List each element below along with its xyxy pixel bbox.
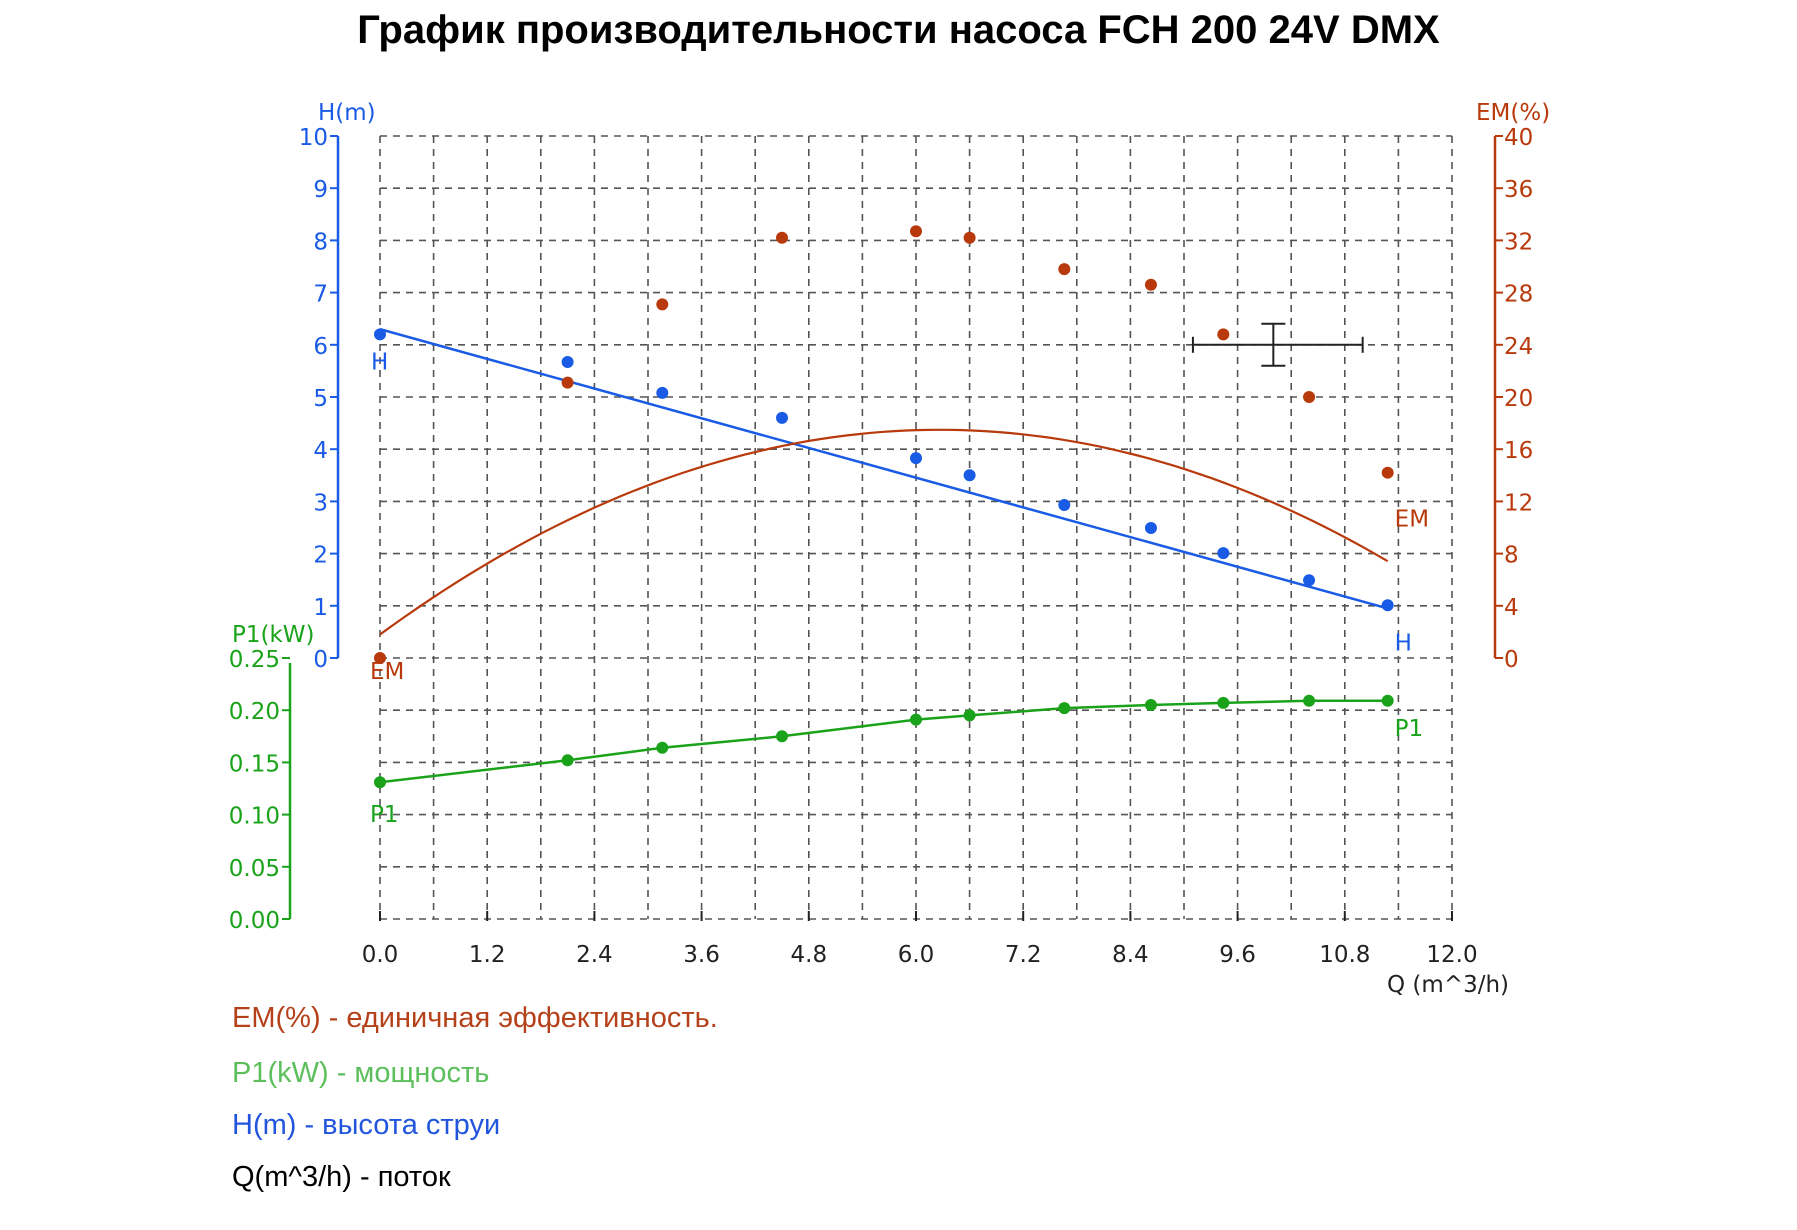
h-tick-label: 5 bbox=[313, 386, 328, 412]
p1-data-point bbox=[910, 713, 922, 726]
legend-q: Q(m^3/h) - поток bbox=[232, 1161, 451, 1193]
x-tick-label: 12.0 bbox=[1426, 942, 1477, 968]
chart-title: График производительности насоса FCH 200… bbox=[357, 8, 1440, 52]
p1-tick-label: 0.25 bbox=[229, 647, 280, 673]
em-tick-label: 16 bbox=[1504, 438, 1533, 464]
em-data-point bbox=[1381, 466, 1394, 479]
x-tick-label: 7.2 bbox=[1005, 942, 1042, 968]
legend-h: H(m) - высота струи bbox=[232, 1109, 501, 1141]
em-tick-label: 32 bbox=[1504, 229, 1533, 255]
p1-curve bbox=[379, 699, 1388, 784]
em-data-point bbox=[1217, 328, 1230, 341]
h-curve bbox=[379, 327, 1389, 610]
h-tick-label: 8 bbox=[313, 229, 328, 255]
legend-p1: P1(kW) - мощность bbox=[232, 1057, 490, 1089]
h-data-point bbox=[1217, 547, 1230, 560]
x-tick-label: 10.8 bbox=[1319, 942, 1370, 968]
axes: 0.0 1.2 2.4 3.6 4.8 6.0 7.2 8.4 9.6 10.8 12.0 Q (m^… bbox=[229, 100, 1550, 998]
h-tick-label: 6 bbox=[313, 334, 328, 360]
p1-data-point bbox=[1217, 696, 1230, 709]
h-start-label: H bbox=[371, 349, 388, 375]
p1-tick-label: 0.15 bbox=[229, 751, 280, 777]
em-tick-label: 20 bbox=[1504, 386, 1533, 412]
h-data-point bbox=[1144, 522, 1157, 535]
p1-data-point bbox=[1303, 694, 1316, 707]
p1-data-point bbox=[1381, 694, 1394, 707]
h-tick-label: 1 bbox=[313, 595, 328, 621]
p1-tick-label: 0.20 bbox=[229, 699, 280, 725]
curves bbox=[379, 327, 1389, 784]
em-tick-label: 28 bbox=[1504, 282, 1533, 308]
grid bbox=[379, 135, 1453, 920]
h-data-point bbox=[1058, 499, 1071, 512]
series-labels: H H EM EM P1 P1 bbox=[370, 349, 1429, 828]
h-tick-label: 10 bbox=[299, 125, 328, 151]
em-data-point bbox=[776, 231, 788, 244]
x-tick-label: 1.2 bbox=[469, 942, 506, 968]
em-data-point bbox=[656, 298, 669, 311]
h-tick-label: 0 bbox=[313, 647, 328, 673]
em-tick-label: 24 bbox=[1504, 334, 1533, 360]
data-points bbox=[374, 225, 1394, 789]
p1-data-point bbox=[1144, 698, 1157, 711]
p1-axis-title: P1(kW) bbox=[232, 622, 315, 648]
em-curve bbox=[379, 428, 1389, 636]
h-tick-label: 4 bbox=[313, 438, 328, 464]
x-tick-label: 9.6 bbox=[1219, 942, 1256, 968]
em-tick-label: 4 bbox=[1504, 595, 1519, 621]
p1-start-label: P1 bbox=[370, 802, 399, 828]
legend-em: EM(%) - единичная эффективность. bbox=[232, 1002, 718, 1034]
em-data-point bbox=[1303, 391, 1316, 403]
operating-point-crosshair bbox=[1191, 322, 1364, 367]
em-tick-label: 0 bbox=[1504, 647, 1519, 673]
h-data-point bbox=[776, 411, 788, 424]
h-data-point bbox=[963, 469, 976, 482]
x-tick-label: 8.4 bbox=[1112, 942, 1149, 968]
h-tick-label: 9 bbox=[313, 177, 328, 203]
p1-end-label: P1 bbox=[1395, 716, 1424, 742]
x-tick-label: 4.8 bbox=[791, 942, 828, 968]
h-data-point bbox=[374, 328, 386, 341]
em-tick-label: 8 bbox=[1504, 543, 1519, 569]
p1-tick-label: 0.00 bbox=[229, 908, 280, 934]
h-end-label: H bbox=[1395, 630, 1412, 656]
em-end-label: EM bbox=[1395, 507, 1429, 533]
p1-data-point bbox=[963, 709, 976, 722]
p1-data-point bbox=[776, 730, 788, 743]
em-data-point bbox=[910, 225, 922, 238]
p1-tick-label: 0.05 bbox=[229, 856, 280, 882]
p1-data-point bbox=[561, 754, 574, 767]
p1-data-point bbox=[1058, 702, 1071, 715]
h-tick-label: 3 bbox=[313, 490, 328, 516]
h-axis-title: H(m) bbox=[318, 100, 376, 126]
h-data-point bbox=[656, 386, 669, 399]
h-tick-label: 7 bbox=[313, 282, 328, 308]
x-tick-label: 6.0 bbox=[898, 942, 935, 968]
p1-tick-label: 0.10 bbox=[229, 804, 280, 830]
em-data-point bbox=[963, 231, 976, 244]
x-tick-label: 3.6 bbox=[683, 942, 720, 968]
em-data-point bbox=[1144, 278, 1157, 291]
em-tick-label: 40 bbox=[1504, 125, 1533, 151]
em-tick-label: 36 bbox=[1504, 177, 1533, 203]
h-data-point bbox=[1303, 574, 1316, 587]
x-tick-label: 2.4 bbox=[576, 942, 613, 968]
p1-data-point bbox=[656, 741, 669, 754]
x-axis-title: Q (m^3/h) bbox=[1387, 972, 1509, 998]
em-data-point bbox=[1058, 263, 1071, 276]
h-data-point bbox=[1381, 599, 1394, 612]
x-tick-label: 0.0 bbox=[362, 942, 399, 968]
h-data-point bbox=[561, 356, 574, 369]
em-data-point bbox=[561, 376, 574, 389]
h-tick-label: 2 bbox=[313, 543, 328, 569]
em-data-point bbox=[374, 652, 386, 664]
em-axis-title: EM(%) bbox=[1476, 100, 1550, 126]
p1-data-point bbox=[374, 776, 386, 789]
em-start-label: EM bbox=[370, 659, 404, 685]
em-tick-label: 12 bbox=[1504, 490, 1533, 516]
h-data-point bbox=[910, 452, 922, 465]
